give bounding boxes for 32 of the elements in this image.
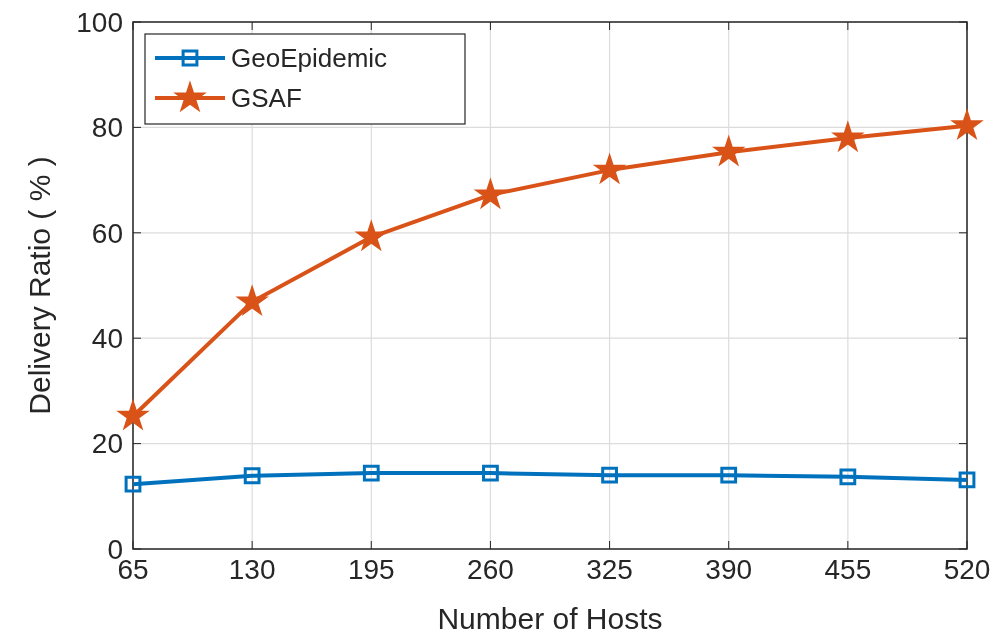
x-tick-label: 130	[228, 554, 276, 585]
point	[362, 464, 380, 482]
point	[117, 400, 149, 430]
y-tick-label: 60	[91, 217, 123, 249]
point	[475, 178, 506, 208]
point	[958, 471, 976, 489]
legend-label: GeoEpidemic	[231, 43, 388, 74]
y-tick-label: 80	[91, 112, 123, 144]
point	[594, 154, 625, 184]
y-tick-label: 40	[91, 323, 123, 354]
y-tick-label: 100	[76, 6, 123, 38]
x-tick-label: 520	[943, 554, 991, 585]
point	[236, 285, 268, 315]
point	[124, 475, 142, 493]
point	[482, 464, 499, 482]
point	[356, 221, 387, 251]
x-tick-label: 195	[347, 554, 395, 585]
point	[832, 121, 864, 151]
point	[243, 467, 261, 485]
legend-label: GSAF	[231, 83, 302, 114]
x-tick-label: 390	[705, 554, 753, 585]
point	[713, 136, 744, 166]
point	[720, 466, 738, 484]
point	[951, 109, 983, 139]
point	[839, 468, 857, 486]
x-tick-label: 260	[467, 554, 514, 585]
y-tick-label: 20	[91, 428, 123, 460]
y-axis-title: Delivery Ratio ( % )	[23, 156, 56, 415]
x-tick-label: 455	[824, 554, 872, 585]
x-tick-label: 325	[586, 554, 633, 585]
x-axis-title: Number of Hosts	[437, 602, 663, 635]
point	[601, 466, 618, 484]
